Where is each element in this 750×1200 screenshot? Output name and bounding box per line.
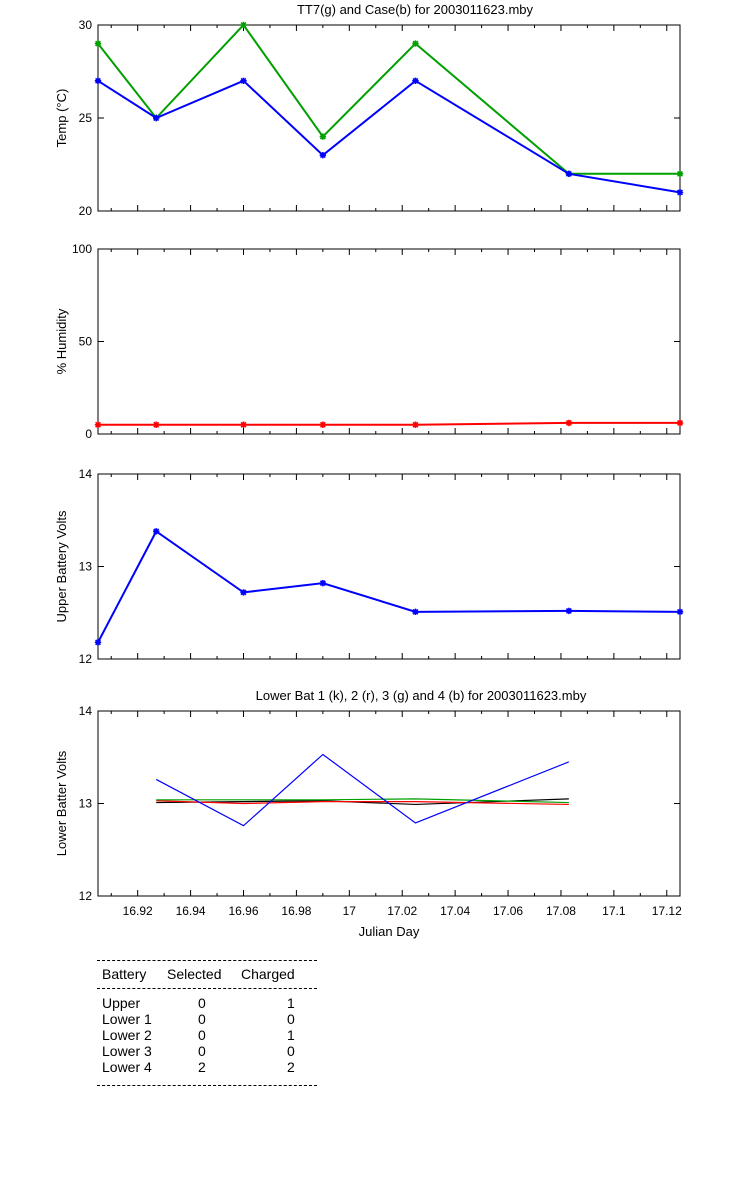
y-tick-label: 50 (79, 335, 93, 349)
data-point (676, 189, 684, 196)
header-battery: Battery (102, 966, 147, 982)
plot-frame (97, 248, 681, 435)
y-tick-label: 0 (85, 427, 92, 441)
data-point (153, 114, 160, 122)
x-tick-label: 17 (343, 904, 357, 918)
x-tick-label: 17.04 (440, 904, 470, 918)
selected-value: 0 (198, 1043, 206, 1059)
charged-value: 0 (287, 1043, 295, 1059)
battery-name: Lower 1 (102, 1011, 152, 1027)
data-point (240, 421, 247, 428)
y-tick-label: 14 (79, 704, 93, 718)
data-point (94, 639, 102, 646)
battery-name: Upper (102, 995, 141, 1011)
selected-value: 2 (198, 1059, 206, 1075)
y-tick-label: 100 (72, 242, 92, 256)
data-point (412, 608, 419, 616)
plot-frame (97, 24, 681, 212)
table-bottom-rule (97, 1085, 317, 1086)
x-tick-label: 16.92 (123, 904, 153, 918)
series-line (97, 529, 681, 643)
y-tick-label: 14 (79, 467, 93, 481)
table-row: Lower 1 0 0 (97, 1011, 317, 1027)
selected-value: 0 (198, 995, 206, 1011)
y-tick-label: 20 (79, 204, 93, 218)
data-point (565, 170, 573, 177)
x-tick-label: 17.06 (493, 904, 523, 918)
selected-value: 0 (198, 1011, 206, 1027)
data-point (153, 421, 160, 428)
header-charged: Charged (241, 966, 295, 982)
series-line (155, 753, 570, 827)
battery-name: Lower 4 (102, 1059, 152, 1075)
data-point (240, 21, 247, 29)
header-selected: Selected (167, 966, 222, 982)
x-tick-label: 16.98 (281, 904, 311, 918)
table-row: Lower 3 0 0 (97, 1043, 317, 1059)
series-line (156, 798, 569, 804)
data-point (412, 421, 419, 428)
data-point (319, 152, 327, 159)
x-tick-label: 17.12 (652, 904, 682, 918)
data-point (565, 607, 573, 615)
charged-value: 0 (287, 1011, 295, 1027)
plot-frame (97, 473, 681, 660)
data-point (412, 40, 419, 47)
table-header-row: Battery Selected Charged (97, 966, 317, 982)
data-point (94, 40, 102, 47)
x-tick-label: 17.02 (387, 904, 417, 918)
y-axis-label: Lower Batter Volts (54, 750, 69, 856)
data-point (319, 579, 327, 587)
charged-value: 1 (287, 1027, 295, 1043)
table-row: Lower 2 0 1 (97, 1027, 317, 1043)
x-tick-label: 16.94 (176, 904, 206, 918)
y-axis-label: Upper Battery Volts (54, 510, 69, 622)
x-tick-label: 17.08 (546, 904, 576, 918)
series-line (98, 421, 680, 426)
y-tick-label: 13 (79, 797, 93, 811)
table-row: Upper 0 1 (97, 995, 317, 1011)
series-line (97, 79, 681, 194)
data-point (94, 77, 102, 84)
battery-status-table: Battery Selected Charged Upper 0 1 Lower… (97, 960, 317, 1086)
data-point (319, 421, 327, 428)
table-top-rule (97, 960, 317, 961)
charged-value: 2 (287, 1059, 295, 1075)
y-tick-label: 13 (79, 560, 93, 574)
data-point (676, 170, 684, 177)
y-tick-label: 12 (79, 889, 93, 903)
y-axis-label: Temp (°C) (54, 89, 69, 148)
table-row: Lower 4 2 2 (97, 1059, 317, 1075)
y-tick-label: 12 (79, 652, 93, 666)
julian-day-charts: 20 25 30 TT7(g) and Case(b) for 2003011623.… (54, 2, 684, 939)
table-header-rule (97, 988, 317, 989)
data-point (565, 419, 573, 427)
data-point (319, 133, 327, 140)
x-tick-label: 16.96 (228, 904, 258, 918)
data-point (94, 421, 102, 428)
y-axis-label: % Humidity (54, 308, 69, 374)
battery-name: Lower 2 (102, 1027, 152, 1043)
y-tick-label: 25 (79, 111, 93, 125)
chart-title: Lower Bat 1 (k), 2 (r), 3 (g) and 4 (b) … (256, 688, 587, 703)
data-point (412, 77, 419, 84)
charged-value: 1 (287, 995, 295, 1011)
series-line (97, 23, 680, 175)
data-point (240, 77, 247, 84)
data-point (240, 589, 247, 596)
data-point (676, 608, 684, 616)
y-tick-label: 30 (79, 18, 93, 32)
selected-value: 0 (198, 1027, 206, 1043)
x-axis-label: Julian Day (359, 924, 420, 939)
x-tick-label: 17.1 (602, 904, 626, 918)
data-point (153, 528, 160, 535)
battery-name: Lower 3 (102, 1043, 152, 1059)
data-point (676, 419, 684, 427)
chart-title: TT7(g) and Case(b) for 2003011623.mby (297, 2, 534, 17)
